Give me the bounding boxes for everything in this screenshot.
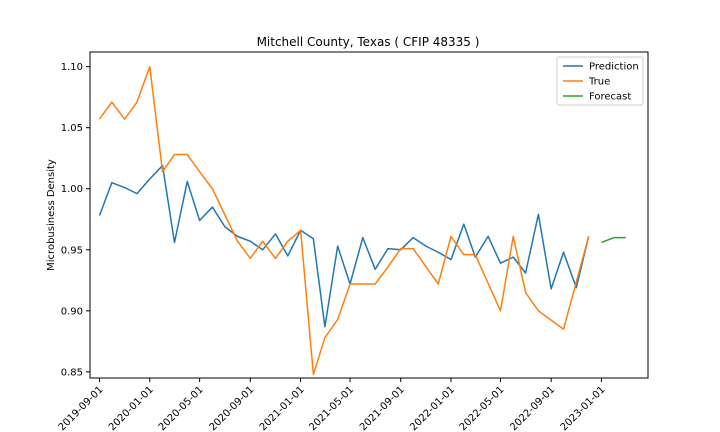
series-line-true [98,65,590,376]
legend-box [556,56,644,106]
series-line-forecast [601,236,626,244]
legend: Prediction True Forecast [556,56,644,106]
y-tick-label: 1.00 [61,184,83,195]
chart-title: Mitchell County, Texas ( CFIP 48335 ) [257,35,480,49]
plot-frame [89,51,649,379]
y-tick-label: 0.95 [61,245,83,256]
y-tick-label: 0.85 [61,367,83,378]
y-axis-label: Microbusiness Density [46,159,57,271]
y-axis: 0.85 0.90 0.95 1.00 1.05 1.10 [61,62,90,378]
plot-series [98,65,626,376]
series-line-prediction [98,164,590,328]
legend-label-true: True [588,77,610,88]
y-tick-label: 1.05 [61,123,83,134]
y-tick-label: 0.90 [61,306,83,317]
y-tick-label: 1.10 [61,62,83,73]
legend-label-forecast: Forecast [589,92,631,103]
legend-label-prediction: Prediction [589,62,639,73]
